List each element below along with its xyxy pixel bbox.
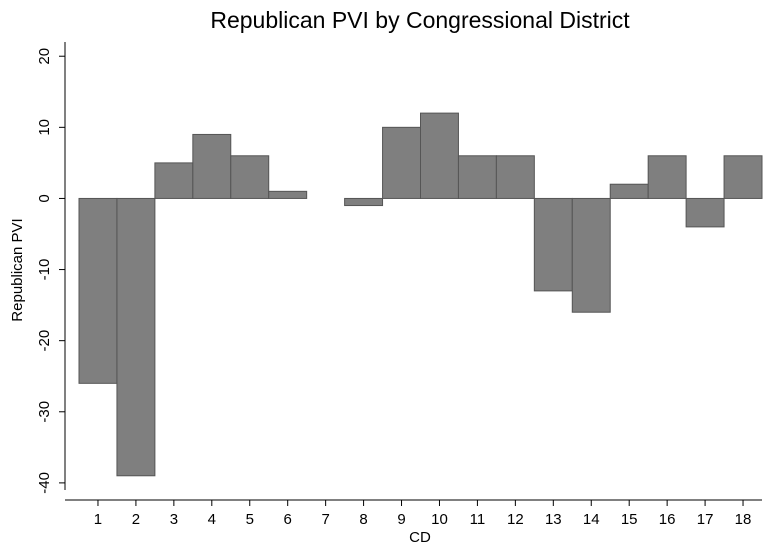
bar: [685, 197, 725, 228]
bar: [647, 155, 687, 199]
bar: [382, 126, 421, 199]
x-axis-title: CD: [409, 529, 431, 546]
y-tick-label: -30: [36, 401, 53, 423]
bar: [154, 162, 194, 199]
x-tick-label: 17: [697, 511, 714, 528]
x-tick-label: 9: [397, 511, 405, 528]
x-tick-label: 14: [583, 511, 600, 528]
x-tick-label: 6: [284, 511, 292, 528]
bar: [609, 183, 649, 199]
x-tick-label: 3: [170, 511, 178, 528]
y-tick-label: 10: [36, 119, 53, 136]
y-axis-title: Republican PVI: [9, 218, 26, 321]
x-tick-label: 4: [208, 511, 216, 528]
bar: [268, 190, 308, 199]
bar: [78, 197, 118, 384]
x-tick-label: 1: [94, 511, 102, 528]
chart-title: Republican PVI by Congressional District: [210, 7, 630, 33]
bar: [344, 197, 384, 207]
x-tick-label: 10: [431, 511, 448, 528]
y-tick-label: 20: [36, 48, 53, 65]
y-tick-label: -10: [36, 259, 53, 281]
bar: [230, 155, 270, 199]
x-tick-label: 2: [132, 511, 140, 528]
x-tick-label: 7: [321, 511, 329, 528]
x-tick-label: 11: [470, 511, 486, 528]
bar: [495, 155, 535, 199]
x-tick-label: 15: [621, 511, 638, 528]
bar: [533, 197, 573, 292]
x-tick-label: 16: [659, 511, 676, 528]
bar: [192, 133, 232, 199]
x-tick-label: 13: [545, 511, 562, 528]
y-tick-label: -20: [36, 330, 53, 352]
x-tick-label: 18: [735, 511, 752, 528]
bar: [571, 197, 611, 313]
y-tick-label: -40: [36, 472, 53, 494]
x-tick-label: 8: [359, 511, 367, 528]
bar: [457, 155, 497, 199]
bar: [420, 112, 459, 199]
y-tick-label: 0: [36, 194, 53, 202]
x-tick-label: 5: [246, 511, 254, 528]
bar: [723, 155, 763, 199]
bar: [116, 197, 156, 477]
x-tick-label: 12: [507, 511, 524, 528]
